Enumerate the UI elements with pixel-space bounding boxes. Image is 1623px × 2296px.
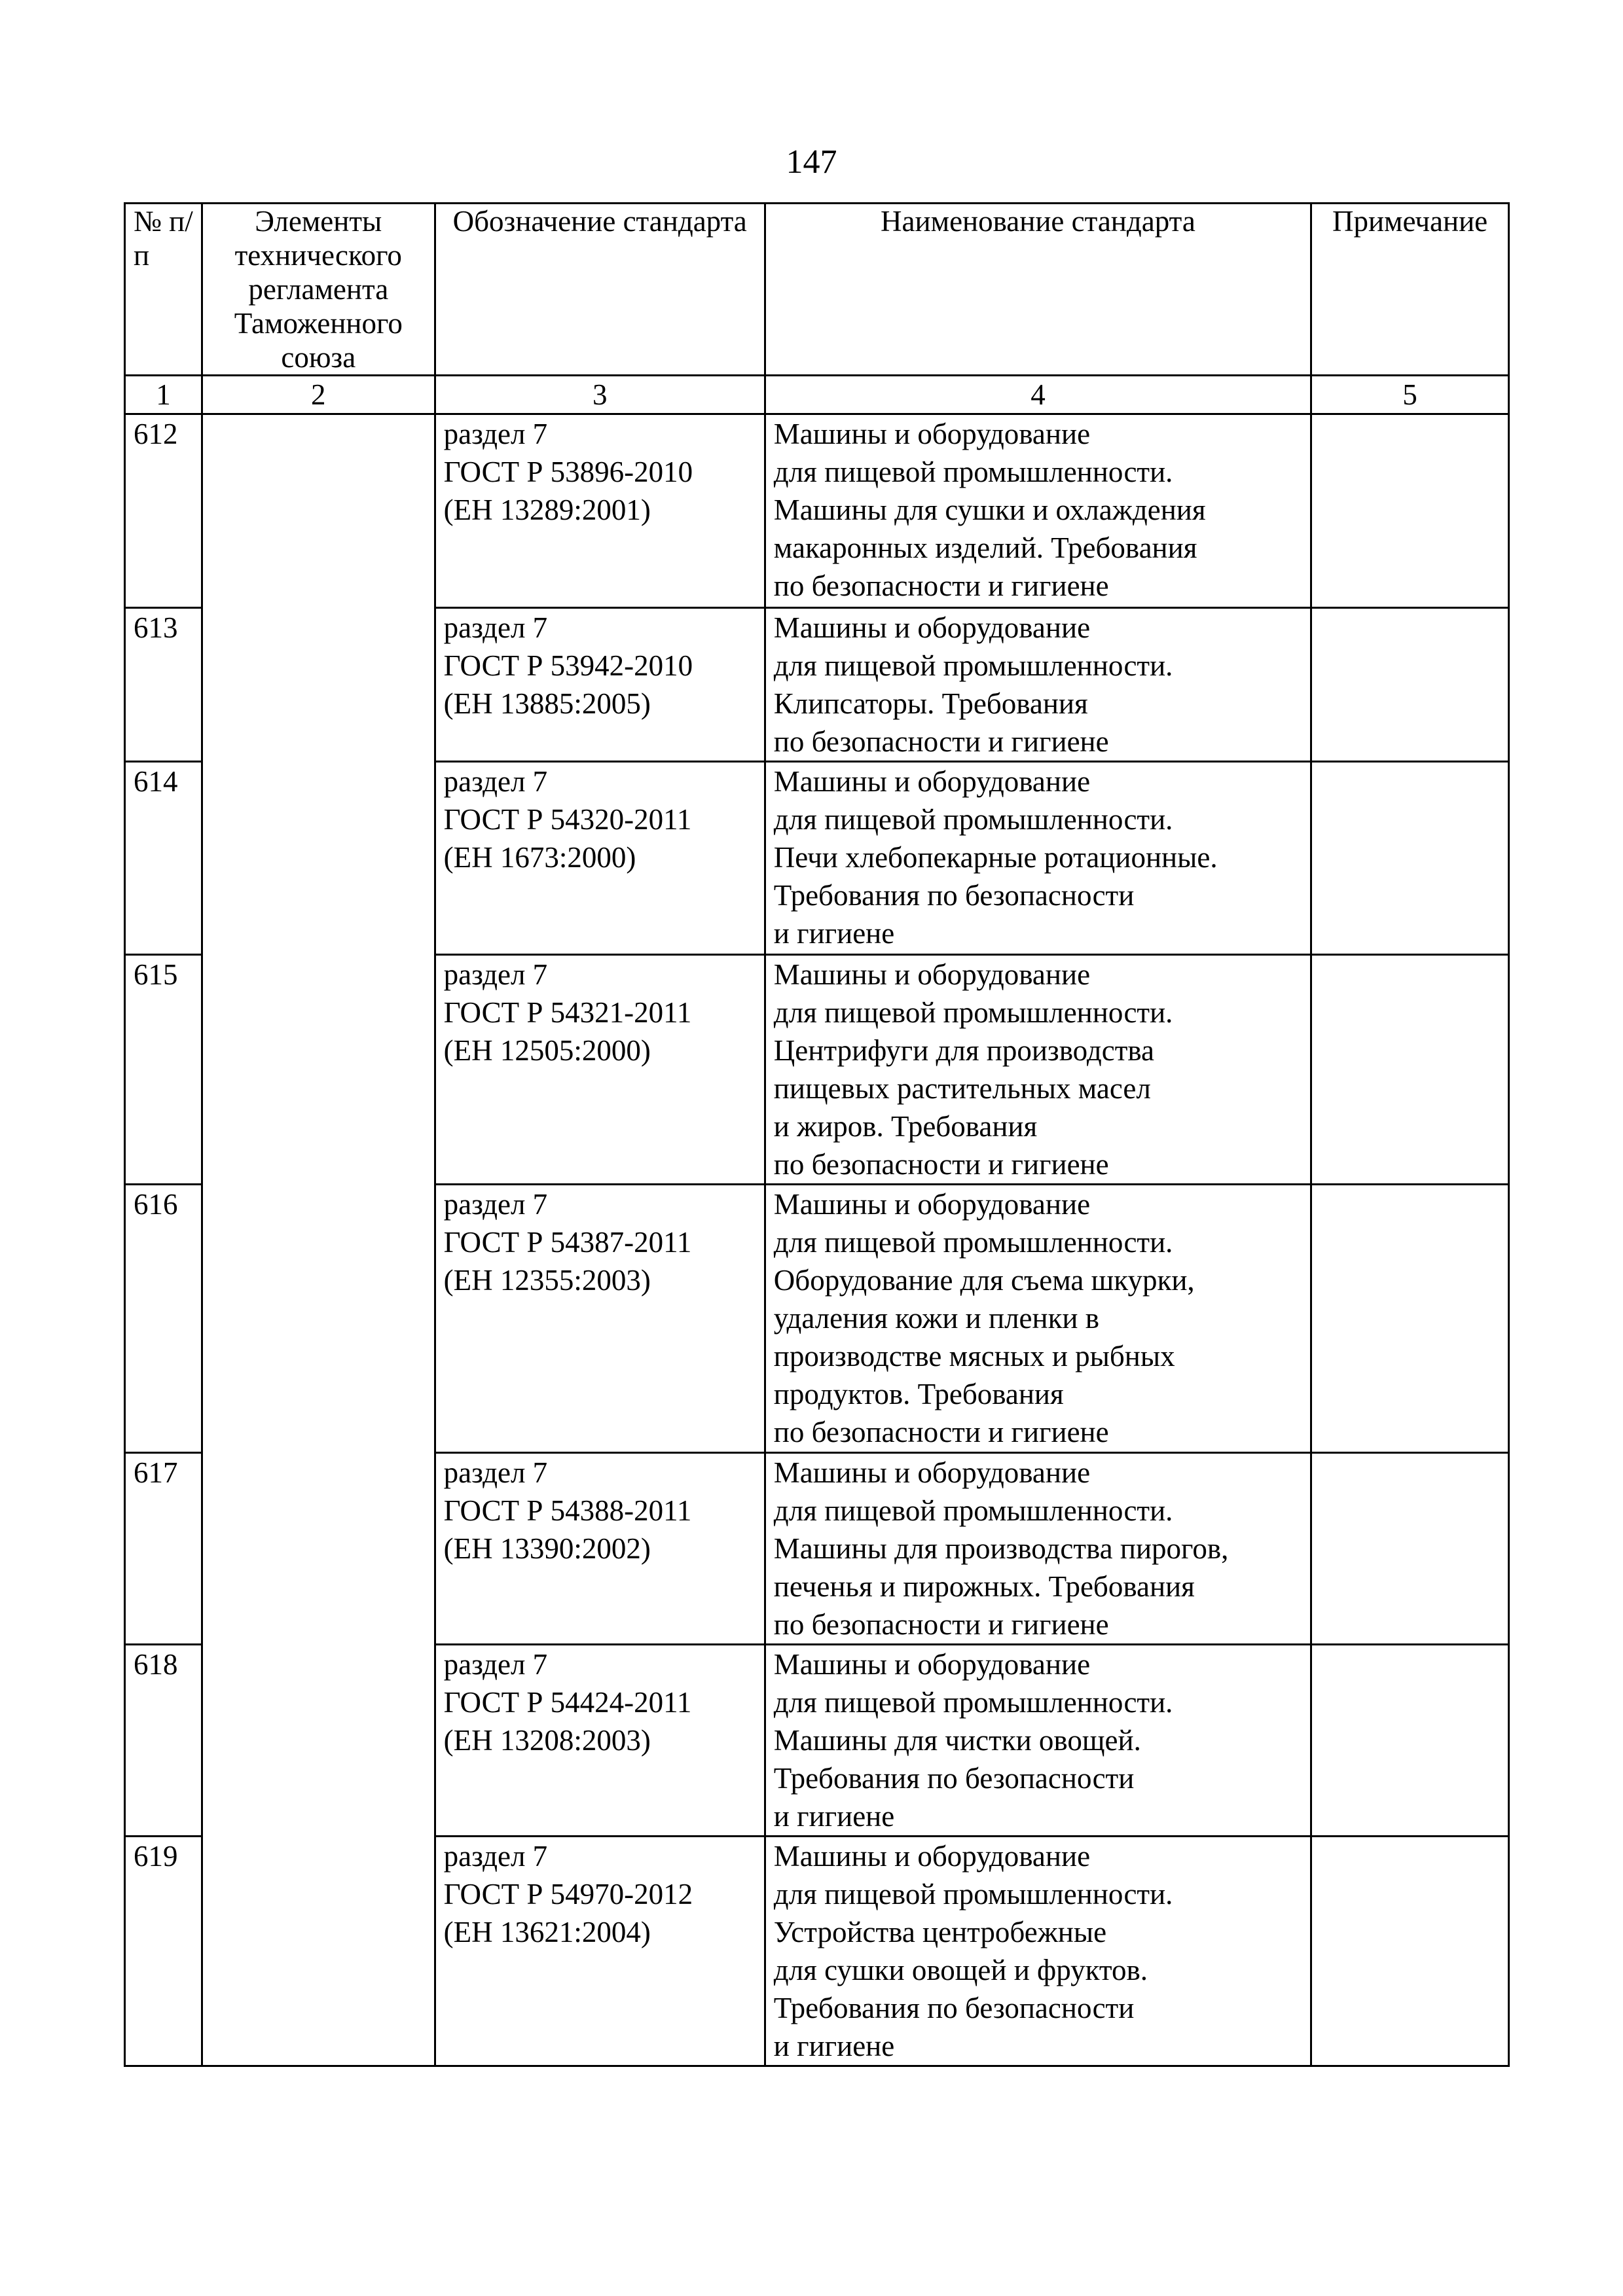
standard-name: Машины и оборудование для пищевой промыш…	[763, 607, 1313, 762]
header-row: № п/п Элементы технического регламента Т…	[124, 202, 1510, 376]
header-note: Примечание	[1310, 202, 1510, 376]
note-cell	[1310, 607, 1510, 762]
standard-name: Машины и оборудование для пищевой промыш…	[763, 1835, 1313, 2067]
note-cell	[1310, 1183, 1510, 1454]
note-cell	[1310, 1452, 1510, 1645]
standard-name: Машины и оборудование для пищевой промыш…	[763, 954, 1313, 1185]
standards-table: № п/п Элементы технического регламента Т…	[124, 202, 1510, 2067]
row-number: 612	[124, 413, 203, 609]
column-number: 1	[124, 374, 203, 415]
table-row: 612 раздел 7 ГОСТ Р 53896-2010 (ЕН 13289:…	[124, 413, 1510, 2067]
note-cell	[1310, 761, 1510, 956]
standard-name: Машины и оборудование для пищевой промыш…	[763, 1643, 1313, 1837]
column-number: 4	[763, 374, 1313, 415]
page-number: 147	[786, 143, 837, 181]
row-number: 619	[124, 1835, 203, 2067]
table-row: 616 раздел 7 ГОСТ Р 54387-2011 (ЕН 12355:…	[124, 1183, 1510, 1454]
standard-designation: раздел 7 ГОСТ Р 54424-2011 (ЕН 13208:200…	[433, 1643, 766, 1837]
note-cell	[1310, 1643, 1510, 1837]
column-number: 3	[433, 374, 766, 415]
note-cell	[1310, 954, 1510, 1185]
standard-designation: раздел 7 ГОСТ Р 54321-2011 (ЕН 12505:200…	[433, 954, 766, 1185]
header-name: Наименование стандарта	[763, 202, 1313, 376]
elements-cell	[200, 413, 436, 2067]
standard-designation: раздел 7 ГОСТ Р 53896-2010 (ЕН 13289:200…	[433, 413, 766, 609]
standard-designation: раздел 7 ГОСТ Р 54320-2011 (ЕН 1673:2000…	[433, 761, 766, 956]
standard-designation: раздел 7 ГОСТ Р 54388-2011 (ЕН 13390:200…	[433, 1452, 766, 1645]
standard-name: Машины и оборудование для пищевой промыш…	[763, 1183, 1313, 1454]
row-number: 616	[124, 1183, 203, 1454]
column-number: 5	[1310, 374, 1510, 415]
standard-name: Машины и оборудование для пищевой промыш…	[763, 761, 1313, 956]
row-number: 614	[124, 761, 203, 956]
standard-designation: раздел 7 ГОСТ Р 54387-2011 (ЕН 12355:200…	[433, 1183, 766, 1454]
column-number: 2	[200, 374, 436, 415]
header-elements: Элементы технического регламента Таможен…	[200, 202, 436, 376]
standard-name: Машины и оборудование для пищевой промыш…	[763, 413, 1313, 609]
row-number: 618	[124, 1643, 203, 1837]
note-cell	[1310, 1835, 1510, 2067]
row-number: 615	[124, 954, 203, 1185]
header-number: № п/п	[124, 202, 203, 376]
table-row: 613 раздел 7 ГОСТ Р 53942-2010 (ЕН 13885:…	[124, 607, 1510, 762]
note-cell	[1310, 413, 1510, 609]
table-row: 614 раздел 7 ГОСТ Р 54320-2011 (ЕН 1673:2…	[124, 761, 1510, 956]
table-row: 615 раздел 7 ГОСТ Р 54321-2011 (ЕН 12505:…	[124, 954, 1510, 1185]
table-row: 617 раздел 7 ГОСТ Р 54388-2011 (ЕН 13390:…	[124, 1452, 1510, 1645]
standard-designation: раздел 7 ГОСТ Р 53942-2010 (ЕН 13885:200…	[433, 607, 766, 762]
standard-designation: раздел 7 ГОСТ Р 54970-2012 (ЕН 13621:200…	[433, 1835, 766, 2067]
row-number: 613	[124, 607, 203, 762]
table-row: 618 раздел 7 ГОСТ Р 54424-2011 (ЕН 13208:…	[124, 1643, 1510, 1837]
table-row: 619 раздел 7 ГОСТ Р 54970-2012 (ЕН 13621:…	[124, 1835, 1510, 2067]
header-designation: Обозначение стандарта	[433, 202, 766, 376]
row-number: 617	[124, 1452, 203, 1645]
column-number-row: 1 2 3 4 5	[124, 374, 1510, 415]
standard-name: Машины и оборудование для пищевой промыш…	[763, 1452, 1313, 1645]
